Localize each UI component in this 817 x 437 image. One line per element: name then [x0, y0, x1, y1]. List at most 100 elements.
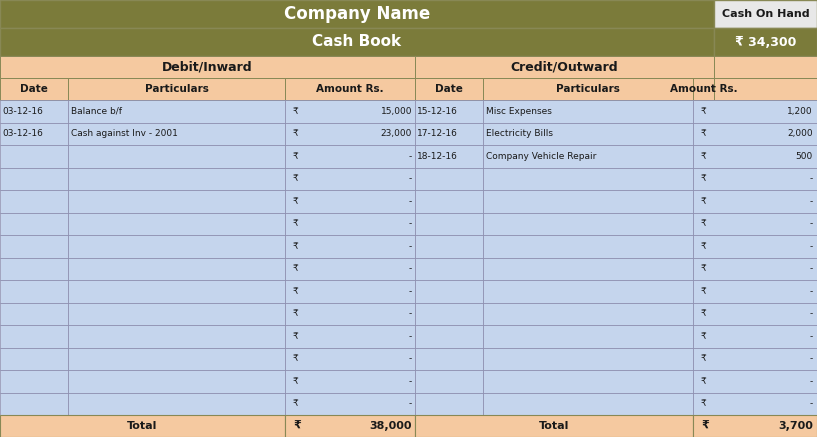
- Text: 17-12-16: 17-12-16: [417, 129, 458, 138]
- Text: -: -: [408, 219, 412, 228]
- Bar: [0, 392, 68, 415]
- Bar: [693, 257, 817, 280]
- Text: ₹: ₹: [701, 107, 707, 116]
- Text: -: -: [408, 377, 412, 386]
- Text: Cash Book: Cash Book: [312, 35, 402, 49]
- Text: ₹: ₹: [293, 421, 301, 431]
- Bar: [483, 302, 693, 325]
- Text: ₹: ₹: [701, 287, 707, 296]
- Text: ₹: ₹: [701, 242, 707, 251]
- Bar: [483, 212, 693, 235]
- Text: ₹: ₹: [701, 264, 707, 273]
- Bar: [68, 302, 285, 325]
- Bar: [0, 167, 68, 190]
- Bar: [0, 122, 68, 145]
- Text: 15,000: 15,000: [381, 107, 412, 116]
- Bar: [483, 392, 693, 415]
- Bar: [0, 0, 714, 28]
- Text: ₹: ₹: [701, 399, 707, 408]
- Bar: [68, 122, 285, 145]
- Text: ₹: ₹: [293, 129, 299, 138]
- Bar: [415, 325, 483, 347]
- Text: Total: Total: [539, 421, 569, 431]
- Bar: [0, 56, 415, 78]
- Bar: [68, 212, 285, 235]
- Text: ₹: ₹: [293, 287, 299, 296]
- Text: Credit/Outward: Credit/Outward: [511, 60, 618, 73]
- Bar: [714, 78, 817, 100]
- Bar: [415, 415, 693, 437]
- Text: -: -: [810, 287, 813, 296]
- Bar: [285, 122, 415, 145]
- Bar: [68, 190, 285, 212]
- Bar: [0, 78, 68, 100]
- Text: 38,000: 38,000: [369, 421, 412, 431]
- Text: 23,000: 23,000: [381, 129, 412, 138]
- Text: Company Vehicle Repair: Company Vehicle Repair: [486, 152, 596, 161]
- Text: 18-12-16: 18-12-16: [417, 152, 458, 161]
- Bar: [0, 212, 68, 235]
- Bar: [415, 167, 483, 190]
- Text: ₹: ₹: [293, 399, 299, 408]
- Text: ₹: ₹: [701, 152, 707, 161]
- Text: ₹: ₹: [293, 332, 299, 341]
- Bar: [415, 235, 483, 257]
- Text: -: -: [408, 399, 412, 408]
- Bar: [68, 145, 285, 167]
- Text: 500: 500: [796, 152, 813, 161]
- Text: ₹: ₹: [701, 219, 707, 228]
- Bar: [285, 370, 415, 392]
- Bar: [68, 392, 285, 415]
- Text: -: -: [810, 399, 813, 408]
- Text: Debit/Inward: Debit/Inward: [163, 60, 252, 73]
- Text: 1,200: 1,200: [788, 107, 813, 116]
- Text: ₹: ₹: [293, 219, 299, 228]
- Bar: [285, 280, 415, 302]
- Bar: [415, 302, 483, 325]
- Text: -: -: [408, 354, 412, 363]
- Bar: [693, 167, 817, 190]
- Bar: [693, 415, 817, 437]
- Bar: [285, 212, 415, 235]
- Bar: [0, 100, 68, 122]
- Text: -: -: [810, 332, 813, 341]
- Bar: [483, 347, 693, 370]
- Bar: [483, 78, 693, 100]
- Text: Date: Date: [20, 84, 48, 94]
- Bar: [483, 190, 693, 212]
- Bar: [285, 257, 415, 280]
- Text: ₹: ₹: [701, 129, 707, 138]
- Bar: [483, 235, 693, 257]
- Bar: [693, 370, 817, 392]
- Text: -: -: [408, 242, 412, 251]
- Bar: [483, 145, 693, 167]
- Bar: [693, 212, 817, 235]
- Bar: [285, 167, 415, 190]
- Text: Misc Expenses: Misc Expenses: [486, 107, 551, 116]
- Text: ₹: ₹: [293, 309, 299, 318]
- Bar: [415, 122, 483, 145]
- Bar: [415, 257, 483, 280]
- Bar: [285, 235, 415, 257]
- Bar: [285, 302, 415, 325]
- Bar: [483, 100, 693, 122]
- Bar: [693, 78, 714, 100]
- Bar: [483, 370, 693, 392]
- Bar: [483, 325, 693, 347]
- Text: -: -: [408, 309, 412, 318]
- Text: ₹: ₹: [293, 377, 299, 386]
- Text: ₹: ₹: [701, 197, 707, 206]
- Text: -: -: [810, 264, 813, 273]
- Bar: [0, 257, 68, 280]
- Bar: [68, 280, 285, 302]
- Bar: [693, 190, 817, 212]
- Bar: [693, 235, 817, 257]
- Bar: [285, 145, 415, 167]
- Text: -: -: [810, 197, 813, 206]
- Bar: [693, 325, 817, 347]
- Text: ₹: ₹: [293, 242, 299, 251]
- Text: ₹: ₹: [293, 197, 299, 206]
- Text: -: -: [408, 152, 412, 161]
- Text: ₹: ₹: [701, 332, 707, 341]
- Text: 03-12-16: 03-12-16: [2, 107, 42, 116]
